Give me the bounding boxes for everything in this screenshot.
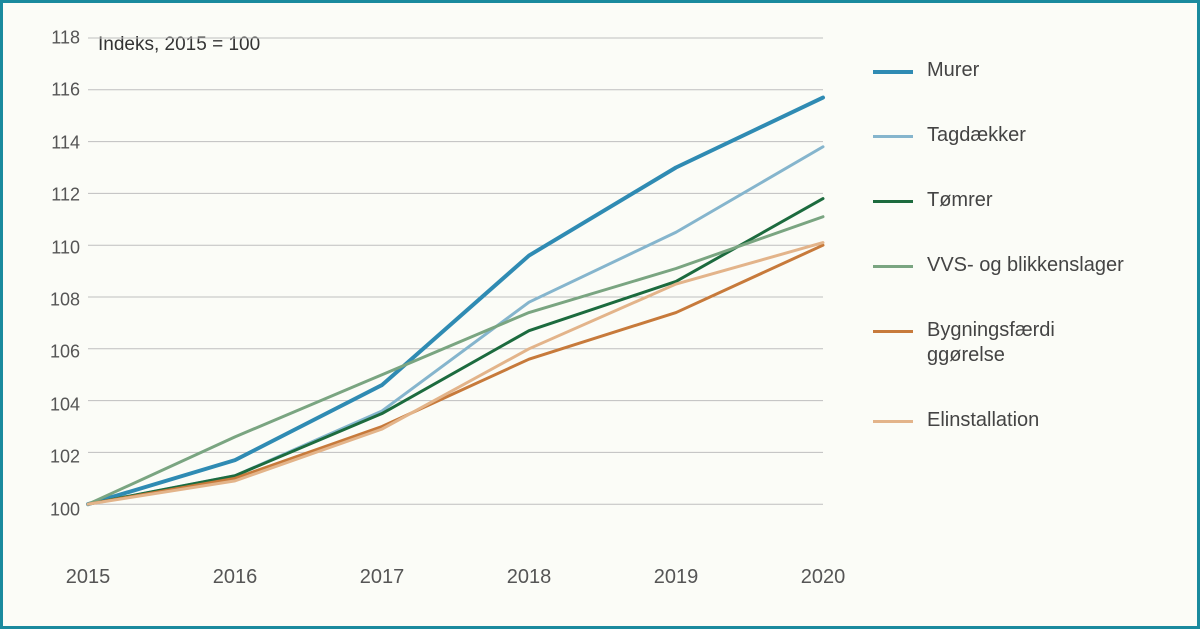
chart-container: Indeks, 2015 = 100 100102104106108110112… [33, 28, 1167, 601]
legend-swatch [873, 200, 913, 203]
y-tick-label: 114 [51, 132, 80, 153]
chart-frame: Indeks, 2015 = 100 100102104106108110112… [0, 0, 1200, 629]
legend-item: VVS- og blikkenslager [873, 253, 1167, 278]
legend-label: Tømrer [927, 188, 993, 213]
x-tick-label: 2020 [801, 566, 846, 589]
y-tick-label: 106 [50, 342, 80, 363]
y-tick-label: 108 [50, 290, 80, 311]
y-tick-label: 118 [51, 28, 80, 49]
legend: Murer Tagdækker Tømrer VVS- og blikkenslage… [833, 28, 1167, 601]
legend-item: Tømrer [873, 188, 1167, 213]
y-tick-label: 112 [51, 185, 80, 206]
legend-swatch [873, 330, 913, 333]
x-tick-label: 2019 [654, 566, 699, 589]
legend-swatch [873, 135, 913, 138]
plot-column: Indeks, 2015 = 100 100102104106108110112… [33, 28, 833, 601]
x-tick-label: 2016 [213, 566, 258, 589]
legend-swatch [873, 420, 913, 423]
y-tick-label: 102 [50, 447, 80, 468]
y-tick-label: 110 [51, 237, 80, 258]
legend-swatch [873, 265, 913, 268]
legend-label: Bygningsfærdi ggørelse [927, 318, 1127, 368]
y-tick-label: 104 [50, 394, 80, 415]
x-tick-label: 2017 [360, 566, 405, 589]
legend-label: Elinstallation [927, 408, 1039, 433]
x-tick-label: 2018 [507, 566, 552, 589]
legend-item: Murer [873, 58, 1167, 83]
legend-item: Tagdækker [873, 123, 1167, 148]
line-series [88, 38, 823, 556]
legend-label: Murer [927, 58, 979, 83]
legend-swatch [873, 70, 913, 74]
legend-item: Bygningsfærdi ggørelse [873, 318, 1167, 368]
x-tick-label: 2015 [66, 566, 111, 589]
legend-label: Tagdækker [927, 123, 1026, 148]
legend-label: VVS- og blikkenslager [927, 253, 1124, 278]
plot-area: Indeks, 2015 = 100 100102104106108110112… [88, 38, 823, 556]
legend-item: Elinstallation [873, 408, 1167, 433]
y-tick-label: 116 [51, 80, 80, 101]
y-tick-label: 100 [50, 499, 80, 520]
